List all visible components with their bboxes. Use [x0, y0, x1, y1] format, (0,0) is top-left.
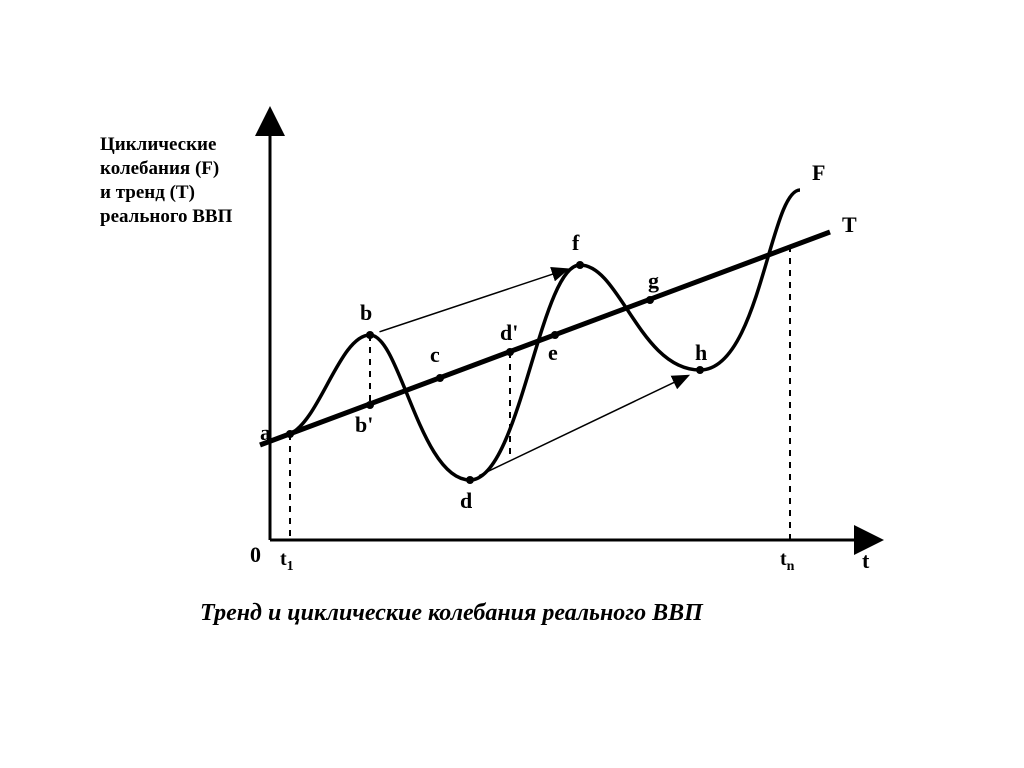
point-label-b_prime: b': [355, 412, 373, 437]
trend-label: T: [842, 212, 857, 237]
chart-caption: Тренд и циклические колебания реального …: [200, 600, 704, 626]
point-f: [576, 261, 584, 269]
svg-text:Циклические: Циклические: [100, 134, 216, 155]
point-b_prime: [366, 401, 374, 409]
point-label-f: f: [572, 230, 580, 255]
point-h: [696, 366, 704, 374]
point-label-d_prime: d': [500, 320, 518, 345]
point-e: [551, 331, 559, 339]
point-label-g: g: [648, 268, 659, 293]
svg-text:t1: t1: [280, 548, 294, 574]
point-label-e: e: [548, 340, 558, 365]
points: a b b' c d d' e f g h: [260, 230, 707, 513]
point-label-h: h: [695, 340, 707, 365]
dashed-verticals: [290, 246, 790, 540]
trend-line: [260, 232, 830, 445]
point-b: [366, 331, 374, 339]
point-label-b: b: [360, 300, 372, 325]
svg-text:колебания (F): колебания (F): [100, 158, 219, 179]
point-label-c: c: [430, 342, 440, 367]
point-d_prime: [506, 348, 514, 356]
point-c: [436, 374, 444, 382]
x-tick-t1: t1: [280, 548, 294, 574]
svg-text:tn: tn: [780, 548, 795, 574]
x-axis-label: t: [862, 548, 870, 573]
axes: [270, 130, 860, 540]
point-g: [646, 296, 654, 304]
point-a: [286, 430, 294, 438]
svg-text:реального ВВП: реального ВВП: [100, 206, 233, 227]
y-axis-title: Циклические колебания (F) и тренд (T) ре…: [100, 134, 233, 227]
x-tick-tn: tn: [780, 548, 795, 574]
point-d: [466, 476, 474, 484]
economic-cycle-chart: 0 t t1 tn Циклические колебания (F) и тр…: [0, 0, 1024, 768]
cycle-arrow: [379, 269, 566, 331]
point-label-a: a: [260, 420, 271, 445]
point-label-d: d: [460, 488, 472, 513]
svg-text:и тренд (T): и тренд (T): [100, 182, 195, 203]
origin-label: 0: [250, 542, 261, 567]
wave-label: F: [812, 160, 825, 185]
